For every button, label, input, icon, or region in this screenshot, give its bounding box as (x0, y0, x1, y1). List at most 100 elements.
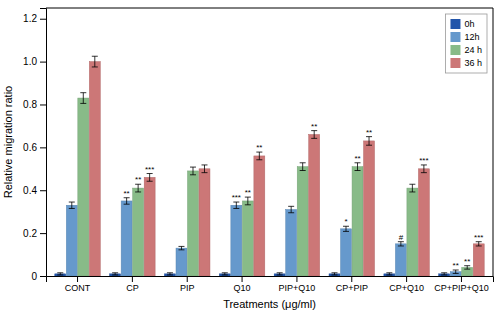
significance-label: *** (145, 165, 154, 174)
x-tick-mark (242, 276, 243, 282)
error-bar (245, 197, 251, 205)
legend-item: 24 h (450, 45, 482, 55)
x-tick-label: CONT (65, 283, 91, 293)
error-bar (135, 184, 141, 192)
error-bar-line (92, 56, 98, 67)
x-tick-mark (406, 276, 407, 282)
error-bar (332, 273, 338, 275)
error-bar-line (476, 242, 482, 246)
error-bar (398, 242, 404, 246)
error-bar-line (112, 273, 118, 275)
bar (418, 169, 429, 276)
error-bar (201, 165, 207, 173)
error-bar (256, 152, 262, 160)
error-bar-line (124, 198, 130, 204)
bar (78, 98, 89, 276)
error-bar (112, 273, 118, 275)
x-axis-line (47, 277, 494, 283)
error-bar-line (57, 273, 63, 275)
error-bar-line (80, 93, 86, 104)
legend-frame (445, 14, 487, 73)
chart: ******#*************************00.20.40… (0, 0, 501, 314)
y-tick: 0.2 (23, 228, 46, 239)
error-bar (343, 226, 349, 231)
error-bar-line (69, 202, 75, 208)
x-axis-title: Treatments (μg/ml) (223, 298, 316, 310)
legend-swatch (450, 32, 460, 42)
x-tick-mark (77, 276, 78, 282)
series (89, 56, 484, 276)
error-bar (409, 184, 415, 192)
error-bar-line (288, 206, 294, 212)
error-bar-line (256, 152, 262, 160)
y-tick-label: 1.2 (23, 13, 37, 24)
x-tick-mark (132, 276, 133, 282)
y-tick-label: 0.6 (23, 142, 37, 153)
y-axis: 00.20.40.60.81.01.2 (23, 9, 46, 282)
significance-label: ** (366, 128, 372, 137)
bar (352, 167, 363, 276)
error-bar (57, 273, 63, 275)
error-bar (69, 202, 75, 208)
x-tick: Q10 (234, 276, 251, 293)
legend-swatch (450, 58, 460, 68)
significance-label: ** (135, 175, 141, 184)
error-bar (386, 273, 392, 275)
error-bar (288, 206, 294, 212)
y-tick-mark (40, 104, 46, 105)
bar (395, 244, 406, 276)
error-bar (464, 266, 470, 269)
legend-item: 36 h (450, 58, 482, 68)
legend-label: 24 h (464, 45, 482, 55)
x-tick: CP (126, 276, 139, 293)
bar (89, 62, 100, 276)
error-bar (277, 273, 283, 275)
bar (188, 171, 199, 276)
y-tick: 0.4 (23, 185, 46, 196)
significance-label: ** (311, 122, 317, 131)
significance-label: ** (354, 154, 360, 163)
y-tick-mark (40, 190, 46, 191)
plot: ******#*************************00.20.40… (23, 8, 493, 293)
bar (199, 169, 210, 276)
error-bar-line (386, 273, 392, 275)
error-bar-line (441, 273, 447, 275)
bar (309, 134, 320, 276)
error-bar-line (421, 165, 427, 173)
error-bar-line (277, 273, 283, 275)
y-tick: 0.8 (23, 99, 46, 110)
x-tick-mark (461, 276, 462, 282)
y-tick: 0 (31, 271, 46, 282)
significance-label: # (399, 233, 404, 242)
legend-label: 12h (464, 32, 479, 42)
x-tick: CP+PIP+Q10 (434, 276, 489, 293)
error-bar (421, 165, 427, 173)
bar (231, 205, 242, 276)
significance-label: *** (474, 233, 483, 242)
error-bar-line (190, 167, 196, 175)
x-tick-label: PIP (180, 283, 195, 293)
x-tick: PIP (180, 276, 195, 293)
bar (242, 201, 253, 276)
error-bar-line (245, 197, 251, 205)
error-bar (476, 242, 482, 246)
error-bar (453, 270, 459, 273)
series (78, 93, 473, 276)
error-bar (178, 246, 184, 249)
error-bar-line (233, 202, 239, 208)
error-bar-line (398, 242, 404, 246)
error-bar-line (343, 226, 349, 231)
legend-label: 36 h (464, 58, 482, 68)
y-tick-label: 0 (31, 271, 37, 282)
error-bar (441, 273, 447, 275)
error-bar-line (355, 163, 361, 171)
error-bar-line (366, 137, 372, 146)
legend-item: 12h (450, 32, 479, 42)
bar (133, 188, 144, 276)
error-bar (167, 273, 173, 275)
error-bar (80, 93, 86, 104)
legend-swatch (450, 19, 460, 29)
legend-label: 0h (464, 19, 474, 29)
significance-label: *** (232, 193, 241, 202)
bar (407, 188, 418, 276)
